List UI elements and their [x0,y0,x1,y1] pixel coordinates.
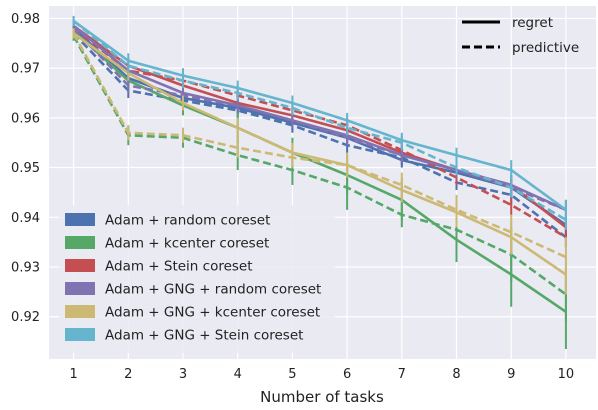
y-tick-label: 0.93 [11,261,40,276]
x-tick-label: 5 [288,367,296,382]
x-tick-label: 1 [69,367,77,382]
series-legend-label: Adam + Stein coreset [105,259,253,275]
series-legend-frame [59,205,335,353]
series-legend: Adam + random coreset Adam + kcenter core… [59,205,335,353]
x-tick-label: 9 [507,367,515,382]
series-legend-label: Adam + GNG + Stein coreset [105,328,303,344]
series-legend-swatch [65,305,95,318]
x-tick-label: 3 [179,367,187,382]
series-legend-label: Adam + GNG + kcenter coreset [105,305,320,321]
series-legend-swatch [65,236,95,249]
series-legend-label: Adam + GNG + random coreset [105,282,321,298]
predictive-line [72,32,567,259]
series-adam-gng-kcenter-coreset [72,28,567,295]
x-tick-label: 10 [558,367,575,382]
y-tick-label: 0.96 [11,111,40,126]
series-adam-gng-stein-coreset [72,15,567,230]
legend-predictive-label: predictive [512,40,579,56]
style-legend: regret predictive [462,15,579,56]
regret-line [72,29,567,313]
predictive-line [72,19,567,221]
series-legend-swatch [65,282,95,295]
series-legend-label: Adam + random coreset [105,213,270,229]
legend-regret-label: regret [512,15,553,31]
x-axis-title: Number of tasks [260,388,384,406]
x-tick-label: 4 [234,367,242,382]
y-tick-label: 0.94 [11,211,40,226]
x-tick-label: 7 [398,367,406,382]
series-legend-swatch [65,328,95,341]
x-tick-label: 8 [452,367,460,382]
axis-ticks: 1 2 3 4 5 6 7 8 9 10 0.92 0.93 0.94 0.95 0.96 0.97 0.98 [11,12,574,382]
x-tick-label: 2 [124,367,132,382]
series-legend-swatch [65,213,95,226]
y-tick-label: 0.97 [11,62,40,77]
y-tick-label: 0.98 [11,12,40,27]
regret-line [72,19,567,211]
data-series [72,15,567,350]
series-legend-label: Adam + kcenter coreset [105,236,269,252]
y-tick-label: 0.92 [11,310,40,325]
predictive-line [72,35,567,296]
y-tick-label: 0.95 [11,161,40,176]
x-tick-label: 6 [343,367,351,382]
series-legend-swatch [65,259,95,272]
predictive-line [72,32,567,239]
regret-line [72,32,567,276]
